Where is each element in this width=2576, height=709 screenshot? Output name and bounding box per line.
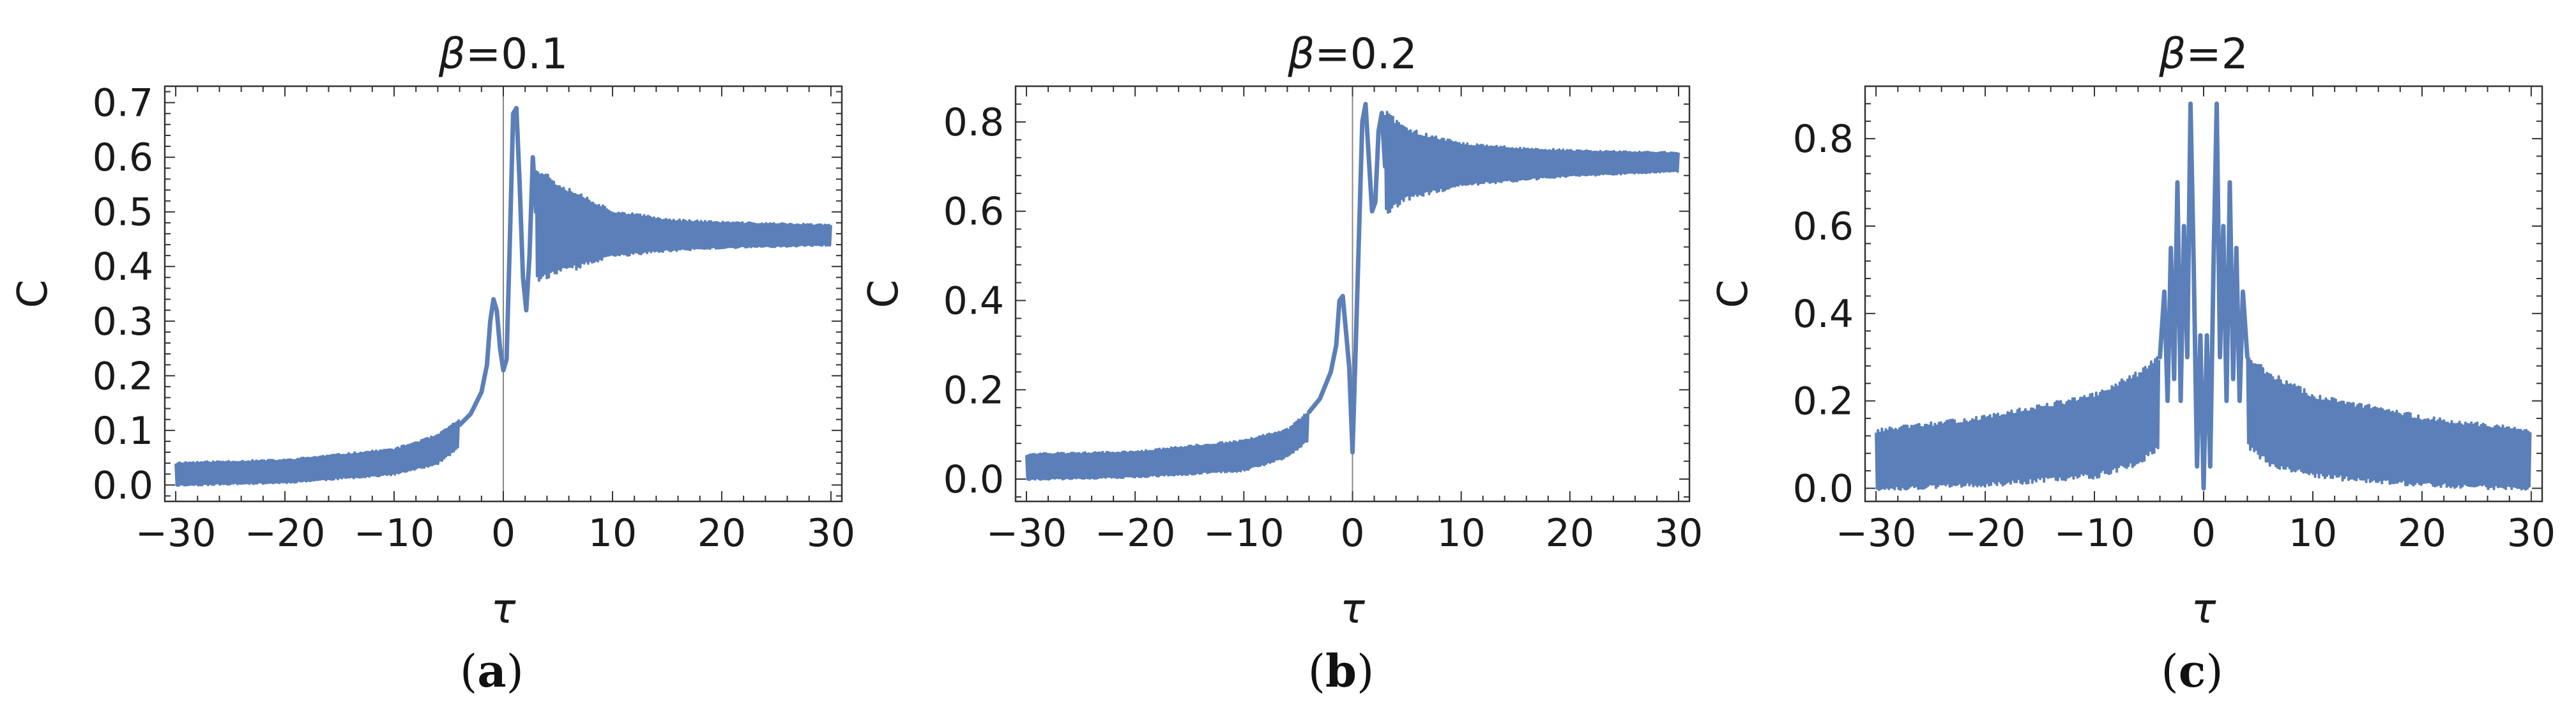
y-axis-label: C bbox=[860, 280, 908, 309]
series-band-positive-tau bbox=[535, 170, 832, 282]
x-tick-label: 0 bbox=[2191, 511, 2216, 556]
y-tick-label: 0.4 bbox=[943, 278, 1004, 323]
y-tick-label: 0.6 bbox=[1793, 204, 1854, 249]
panel-label-close-paren: ) bbox=[507, 645, 524, 698]
x-tick-label: −10 bbox=[354, 511, 435, 556]
x-tick-label: 20 bbox=[1546, 511, 1594, 556]
title-beta-symbol: β bbox=[438, 29, 466, 79]
y-axis-label: C bbox=[1710, 280, 1757, 309]
y-tick-label: 0.7 bbox=[93, 81, 153, 126]
x-tick-label: 30 bbox=[807, 511, 855, 556]
title-beta-value: =0.1 bbox=[466, 29, 568, 79]
panel-label-close-paren: ) bbox=[1357, 645, 1374, 698]
chart-title: β=0.1 bbox=[438, 29, 568, 79]
series-center-curve bbox=[2158, 101, 2250, 491]
x-tick-label: −30 bbox=[1836, 511, 1917, 556]
panel-label: (c) bbox=[2161, 644, 2223, 698]
series-center-curve bbox=[457, 105, 538, 427]
y-tick-label: 0.0 bbox=[943, 457, 1004, 502]
x-tick-label: −30 bbox=[986, 511, 1067, 556]
panel-label: (a) bbox=[460, 644, 524, 698]
x-tick-label: 10 bbox=[2289, 511, 2337, 556]
x-tick-label: −20 bbox=[1945, 511, 2026, 556]
y-tick-label: 0.8 bbox=[1793, 117, 1854, 162]
series-band-positive-tau bbox=[1383, 111, 1680, 214]
panel-label-letter: b bbox=[1325, 644, 1357, 698]
y-tick-label: 0.8 bbox=[943, 100, 1004, 145]
x-axis-label: τ bbox=[2191, 586, 2216, 633]
chart-title: β=2 bbox=[2158, 29, 2248, 79]
y-tick-label: 0.4 bbox=[1793, 292, 1854, 337]
panel-label-open-paren: ( bbox=[2161, 645, 2178, 698]
y-tick-label: 0.0 bbox=[93, 463, 153, 508]
y-tick-label: 0.5 bbox=[93, 190, 153, 235]
title-beta-symbol: β bbox=[2158, 29, 2186, 79]
panel-label-letter: c bbox=[2179, 644, 2206, 698]
panel-b: −30 −20 −10 0 10 20 30 0.0 0.2 0.4 0.6 0.8 β=0.2 τ C (b… bbox=[860, 29, 1703, 698]
plot-area bbox=[1875, 101, 2532, 491]
x-tick-label: −10 bbox=[2054, 511, 2135, 556]
y-tick-label: 0.4 bbox=[93, 245, 153, 289]
y-tick-label: 0.6 bbox=[93, 135, 153, 180]
panel-label-close-paren: ) bbox=[2206, 645, 2223, 698]
x-tick-label: −20 bbox=[1095, 511, 1176, 556]
panel-label: (b) bbox=[1308, 644, 1375, 698]
series-band-negative-tau bbox=[1875, 356, 2161, 491]
x-axis-label: τ bbox=[1340, 586, 1365, 633]
series-band-positive-tau bbox=[2246, 357, 2532, 491]
y-axis-label: C bbox=[10, 280, 57, 309]
y-tick-label: 0.2 bbox=[93, 354, 153, 399]
panel-label-letter: a bbox=[477, 644, 506, 698]
y-tick-label: 0.6 bbox=[943, 190, 1004, 234]
plot-area bbox=[174, 86, 832, 501]
title-beta-value: =0.2 bbox=[1315, 29, 1417, 79]
panel-a: −30 −20 −10 0 10 20 30 0.0 0.1 0.2 0.3 0.4 0.5 0.6 0.7… bbox=[10, 29, 855, 698]
x-tick-label: 30 bbox=[1654, 511, 1703, 556]
x-tick-label: 20 bbox=[2398, 511, 2446, 556]
chart-title: β=0.2 bbox=[1287, 29, 1417, 79]
x-tick-label: 20 bbox=[697, 511, 746, 556]
y-tick-label: 0.1 bbox=[93, 409, 153, 454]
x-tick-label: 30 bbox=[2507, 511, 2556, 556]
x-tick-label: −10 bbox=[1203, 511, 1284, 556]
x-tick-label: 10 bbox=[588, 511, 637, 556]
x-tick-label: 0 bbox=[1340, 511, 1364, 556]
panel-label-open-paren: ( bbox=[1308, 645, 1325, 698]
x-tick-label: −20 bbox=[245, 511, 326, 556]
x-tick-label: 0 bbox=[491, 511, 515, 556]
y-tick-label: 0.3 bbox=[93, 300, 153, 344]
plot-area bbox=[1025, 86, 1680, 501]
y-tick-label: 0.2 bbox=[1793, 379, 1854, 424]
series-band-negative-tau bbox=[174, 419, 461, 487]
y-tick-label: 0.0 bbox=[1793, 466, 1854, 511]
series-band-negative-tau bbox=[1025, 413, 1310, 482]
series-center-curve bbox=[1306, 102, 1387, 455]
y-tick-label: 0.2 bbox=[943, 368, 1004, 413]
title-beta-value: =2 bbox=[2186, 29, 2248, 79]
panel-c: −30 −20 −10 0 10 20 30 0.0 0.2 0.4 0.6 0.8 β=2 τ C (c) bbox=[1710, 29, 2556, 698]
x-axis-label: τ bbox=[491, 586, 516, 633]
x-tick-label: −30 bbox=[135, 511, 217, 556]
x-tick-label: 10 bbox=[1437, 511, 1485, 556]
title-beta-symbol: β bbox=[1287, 29, 1315, 79]
panel-label-open-paren: ( bbox=[460, 645, 477, 698]
